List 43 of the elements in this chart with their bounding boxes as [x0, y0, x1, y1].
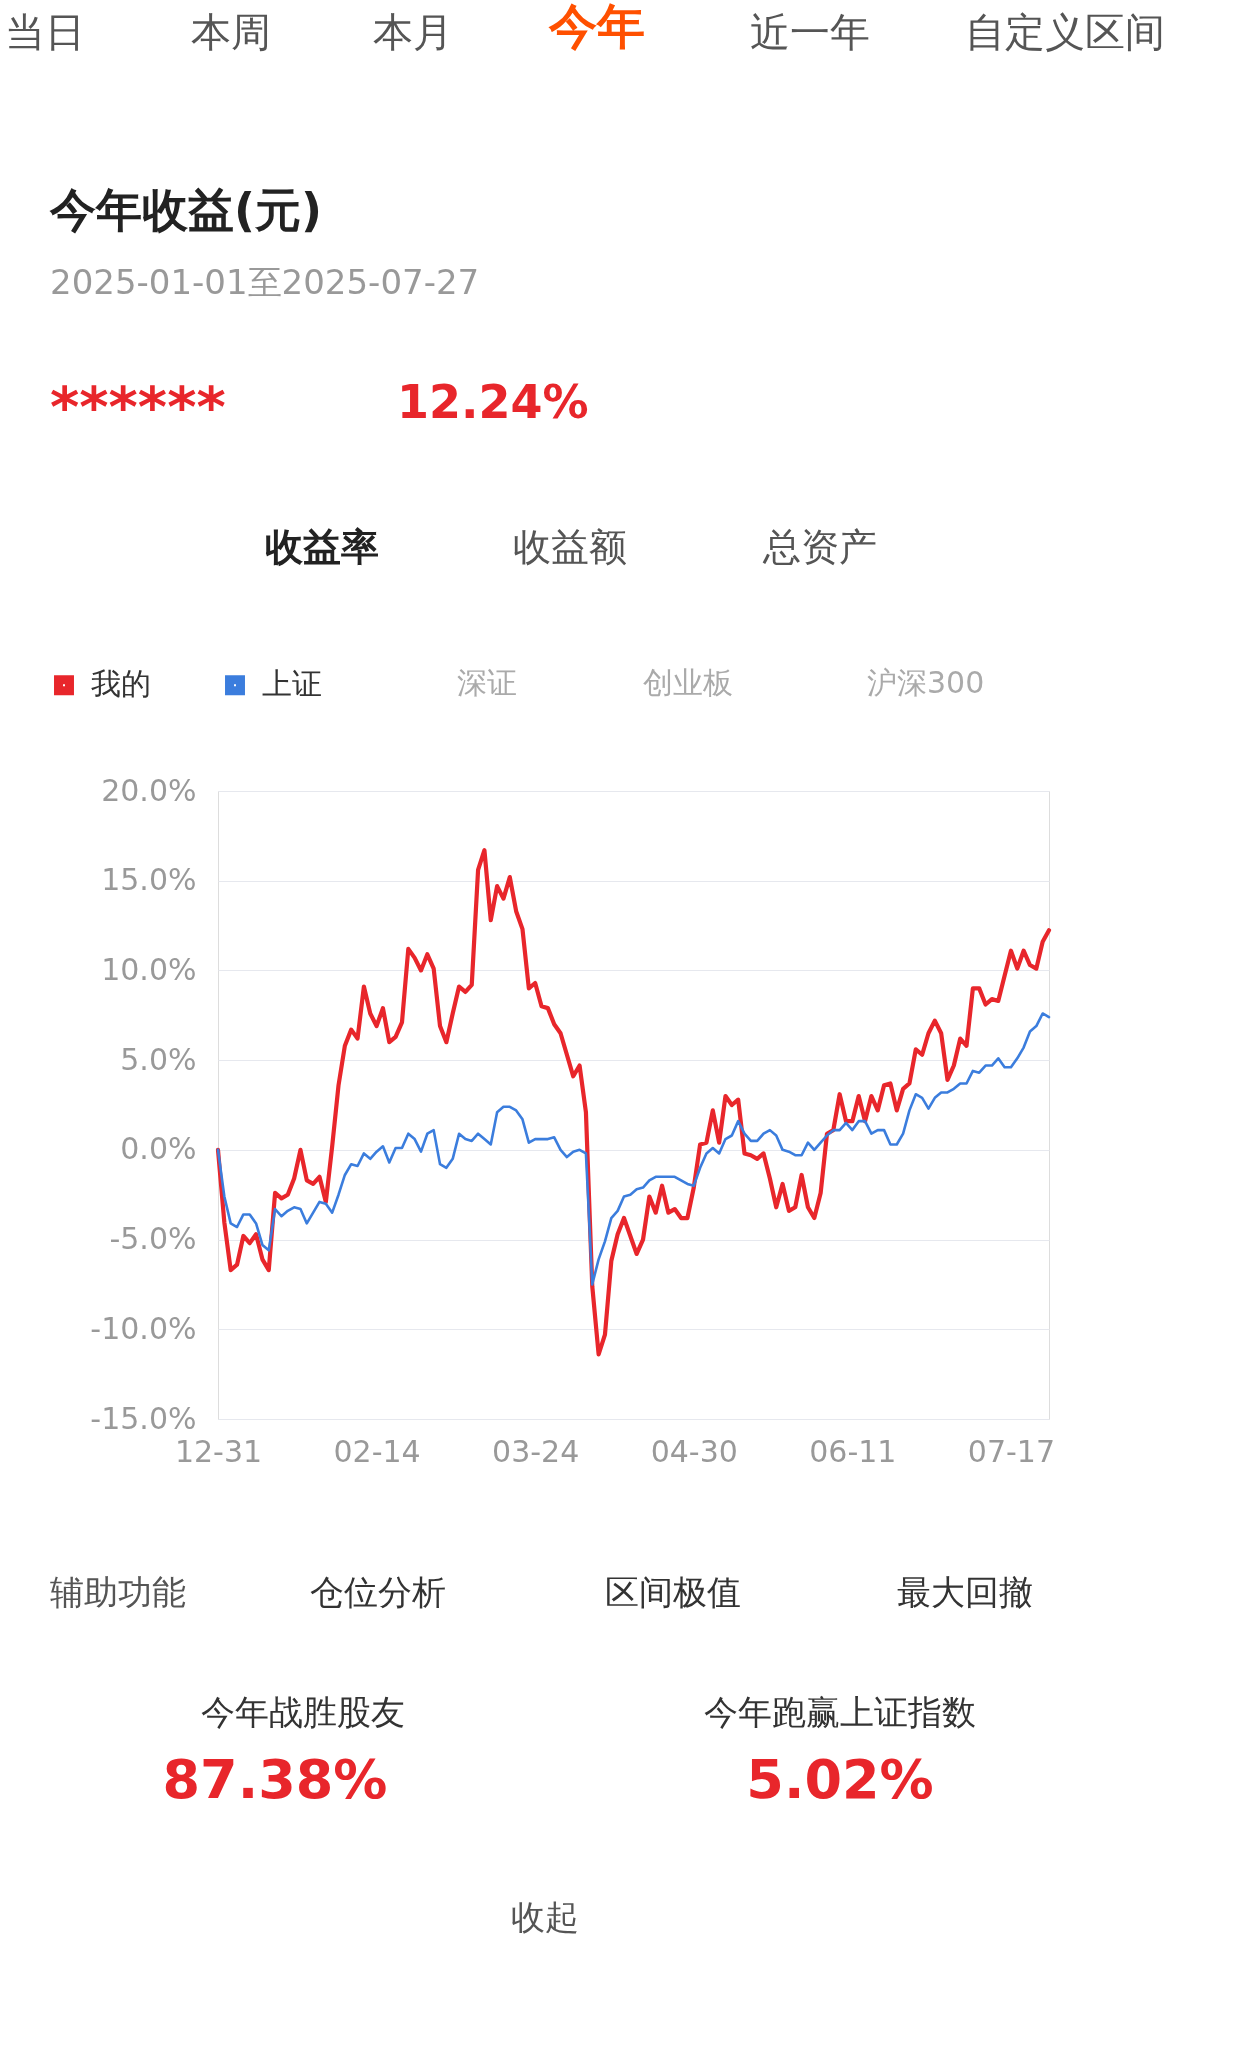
x-tick-label: 02-14 — [333, 1433, 421, 1469]
text: 本月 — [373, 9, 453, 55]
text: 创业板 — [643, 665, 733, 700]
line-series — [216, 1012, 1051, 1286]
text: 总资产 — [762, 525, 877, 569]
text: 自定义区间 — [965, 9, 1165, 55]
x-tick-label: 12-31 — [174, 1433, 263, 1469]
text: ****** — [50, 374, 226, 439]
text: 收益率 — [265, 525, 379, 569]
text: 收益额 — [513, 525, 627, 569]
text: 沪深300 — [867, 665, 985, 700]
text: 今年战胜股友 — [201, 1692, 405, 1732]
text: 本周 — [191, 9, 271, 55]
y-tick-label: 20.0% — [101, 772, 197, 808]
y-tick-label: 15.0% — [101, 862, 197, 898]
chart-title: 今年收益(元) — [49, 183, 323, 237]
x-tick-label: 07-17 — [967, 1433, 1056, 1469]
text: 近一年 — [750, 9, 870, 55]
text: 收起 — [511, 1897, 579, 1937]
y-tick-label: -10.0% — [90, 1310, 197, 1346]
x-tick-label: 04-30 — [650, 1433, 738, 1469]
y-tick-label: 5.0% — [120, 1041, 197, 1077]
line-series — [215, 848, 1052, 1357]
text: 区间极值 — [605, 1572, 741, 1612]
text: 仓位分析 — [310, 1572, 446, 1612]
x-tick-label: 03-24 — [492, 1433, 580, 1469]
legend-label: 我的 — [91, 666, 151, 702]
chart-subtitle: 2025-01-01至2025-07-27 — [50, 262, 480, 302]
text: 深证 — [457, 665, 517, 700]
text: 今年 — [548, 0, 645, 54]
y-tick-label: 10.0% — [101, 951, 197, 987]
text: 12.24% — [397, 375, 589, 429]
legend-label: 上证 — [262, 666, 322, 702]
x-tick-label: 06-11 — [809, 1433, 897, 1469]
text: 最大回撤 — [897, 1572, 1033, 1612]
y-tick-label: -5.0% — [109, 1221, 197, 1257]
y-tick-label: -15.0% — [90, 1400, 197, 1436]
text: 辅助功能 — [50, 1572, 186, 1612]
text: 今年跑赢上证指数 — [704, 1692, 976, 1732]
text: 5.02% — [746, 1748, 934, 1811]
y-tick-label: 0.0% — [120, 1131, 197, 1167]
text: 87.38% — [162, 1748, 388, 1811]
text: 当日 — [5, 9, 85, 55]
